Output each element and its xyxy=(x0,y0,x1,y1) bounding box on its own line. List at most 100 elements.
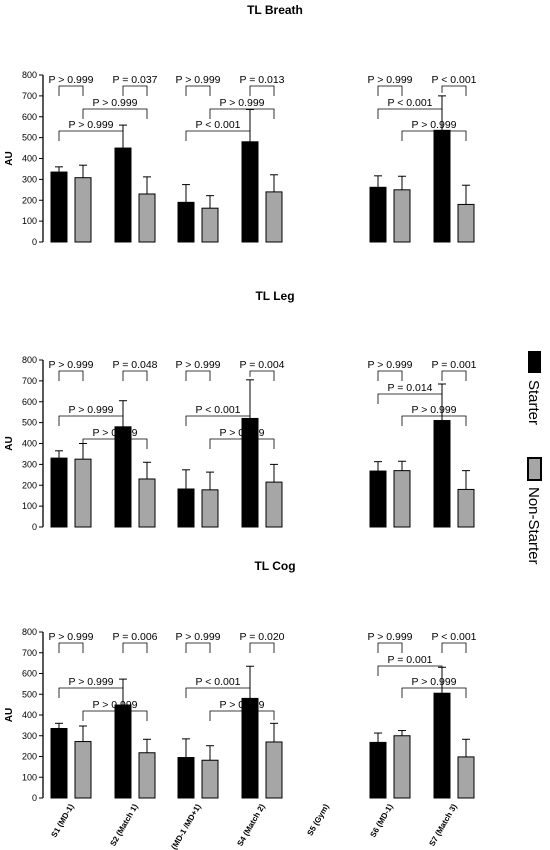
non-starter-bar xyxy=(201,207,219,243)
significance-bracket xyxy=(122,642,148,653)
significance-bracket xyxy=(185,687,251,698)
significance-bracket xyxy=(377,108,443,119)
y-tick-label: 100 xyxy=(22,501,37,511)
significance-bracket xyxy=(249,642,275,653)
y-tick-label: 700 xyxy=(22,376,37,386)
significance-bracket xyxy=(401,687,467,698)
starter-bar xyxy=(369,741,387,799)
y-tick-label: 600 xyxy=(22,397,37,407)
non-starter-bar xyxy=(457,756,475,799)
significance-bracket xyxy=(209,438,275,449)
category-axis-labels: S1 (MD-1) S2 (Match 1) S3 (MD-1 /MD+1) S4 (… xyxy=(49,802,458,850)
y-tick-label: 800 xyxy=(22,70,37,80)
significance-bracket xyxy=(58,85,84,96)
non-starter-bar xyxy=(138,193,156,243)
p-value-label: P > 0.999 xyxy=(219,427,264,439)
non-starter-bar xyxy=(393,189,411,243)
legend-non-starter-label: Non-Starter xyxy=(525,487,542,565)
chart-panel: TL Breath 0 100 200 300 400 500 600 700 800 AU P > … xyxy=(4,3,477,247)
p-value-label: P < 0.001 xyxy=(195,404,240,416)
y-tick-label: 100 xyxy=(22,772,37,782)
significance-bracket xyxy=(401,415,467,426)
significance-bracket xyxy=(377,370,403,381)
chart-title: TL Cog xyxy=(254,559,295,573)
p-value-label: P > 0.999 xyxy=(175,359,220,371)
legend-starter-label: Starter xyxy=(525,380,542,425)
non-starter-bar xyxy=(457,203,475,243)
p-value-label: P > 0.999 xyxy=(175,74,220,86)
y-tick-label: 0 xyxy=(32,237,37,247)
p-value-label: P > 0.999 xyxy=(48,359,93,371)
non-starter-bar xyxy=(265,191,283,243)
y-tick-label: 400 xyxy=(22,710,37,720)
starter-bar xyxy=(114,704,132,799)
non-starter-bar xyxy=(74,741,92,799)
y-tick-label: 100 xyxy=(22,216,37,226)
y-tick-label: 200 xyxy=(22,195,37,205)
category-label: S3 (MD-1 /MD+1) xyxy=(163,802,202,850)
significance-bracket xyxy=(185,415,251,426)
starter-bar xyxy=(433,129,451,243)
y-axis-label: AU xyxy=(4,436,15,450)
y-tick-label: 300 xyxy=(22,174,37,184)
significance-bracket xyxy=(377,393,443,404)
significance-bracket xyxy=(122,85,148,96)
significance-bracket xyxy=(441,370,467,381)
chart-panels: TL Breath 0 100 200 300 400 500 600 700 800 AU P > … xyxy=(4,3,477,803)
significance-bracket xyxy=(58,687,124,698)
p-value-label: P > 0.999 xyxy=(411,404,456,416)
chart-panel: TL Leg 0 100 200 300 400 500 600 700 800 AU P > 0.9… xyxy=(4,289,477,532)
y-tick-label: 400 xyxy=(22,439,37,449)
significance-bracket xyxy=(58,130,124,141)
significance-bracket xyxy=(377,665,443,676)
significance-bracket xyxy=(401,130,467,141)
p-value-label: P > 0.999 xyxy=(367,631,412,643)
p-value-label: P = 0.013 xyxy=(239,74,284,86)
chart-title: TL Breath xyxy=(247,3,303,17)
non-starter-bar xyxy=(201,489,219,528)
y-tick-label: 300 xyxy=(22,731,37,741)
starter-bar xyxy=(114,426,132,528)
non-starter-bar xyxy=(138,478,156,528)
p-value-label: P = 0.020 xyxy=(239,631,284,643)
p-value-label: P > 0.999 xyxy=(68,404,113,416)
y-tick-label: 600 xyxy=(22,669,37,679)
y-tick-label: 600 xyxy=(22,112,37,122)
p-value-label: P < 0.001 xyxy=(431,74,476,86)
p-value-label: P = 0.037 xyxy=(112,74,157,86)
p-value-label: P > 0.999 xyxy=(411,119,456,131)
p-value-label: P = 0.014 xyxy=(387,382,432,394)
starter-bar xyxy=(369,186,387,243)
legend-starter-swatch xyxy=(528,351,541,373)
p-value-label: P > 0.999 xyxy=(367,359,412,371)
y-tick-label: 0 xyxy=(32,522,37,532)
non-starter-bar xyxy=(201,759,219,799)
starter-bar xyxy=(433,420,451,528)
significance-bracket xyxy=(82,710,148,721)
non-starter-bar xyxy=(393,470,411,528)
starter-bar xyxy=(433,692,451,799)
y-tick-label: 700 xyxy=(22,648,37,658)
significance-bracket xyxy=(58,370,84,381)
significance-bracket xyxy=(249,85,275,96)
significance-bracket xyxy=(441,85,467,96)
y-tick-label: 200 xyxy=(22,480,37,490)
starter-bar xyxy=(114,147,132,243)
legend: Starter Non-Starter xyxy=(525,351,542,565)
non-starter-bar xyxy=(74,458,92,528)
p-value-label: P > 0.999 xyxy=(219,97,264,109)
significance-bracket xyxy=(185,130,251,141)
significance-bracket xyxy=(122,370,148,381)
y-tick-label: 500 xyxy=(22,133,37,143)
starter-bar xyxy=(241,141,259,243)
y-tick-label: 500 xyxy=(22,689,37,699)
significance-bracket xyxy=(441,642,467,653)
p-value-label: P < 0.001 xyxy=(387,97,432,109)
p-value-label: P < 0.001 xyxy=(195,119,240,131)
p-value-label: P > 0.999 xyxy=(68,119,113,131)
y-tick-label: 700 xyxy=(22,91,37,101)
starter-bar xyxy=(369,470,387,528)
p-value-label: P > 0.999 xyxy=(175,631,220,643)
p-value-label: P > 0.999 xyxy=(411,676,456,688)
